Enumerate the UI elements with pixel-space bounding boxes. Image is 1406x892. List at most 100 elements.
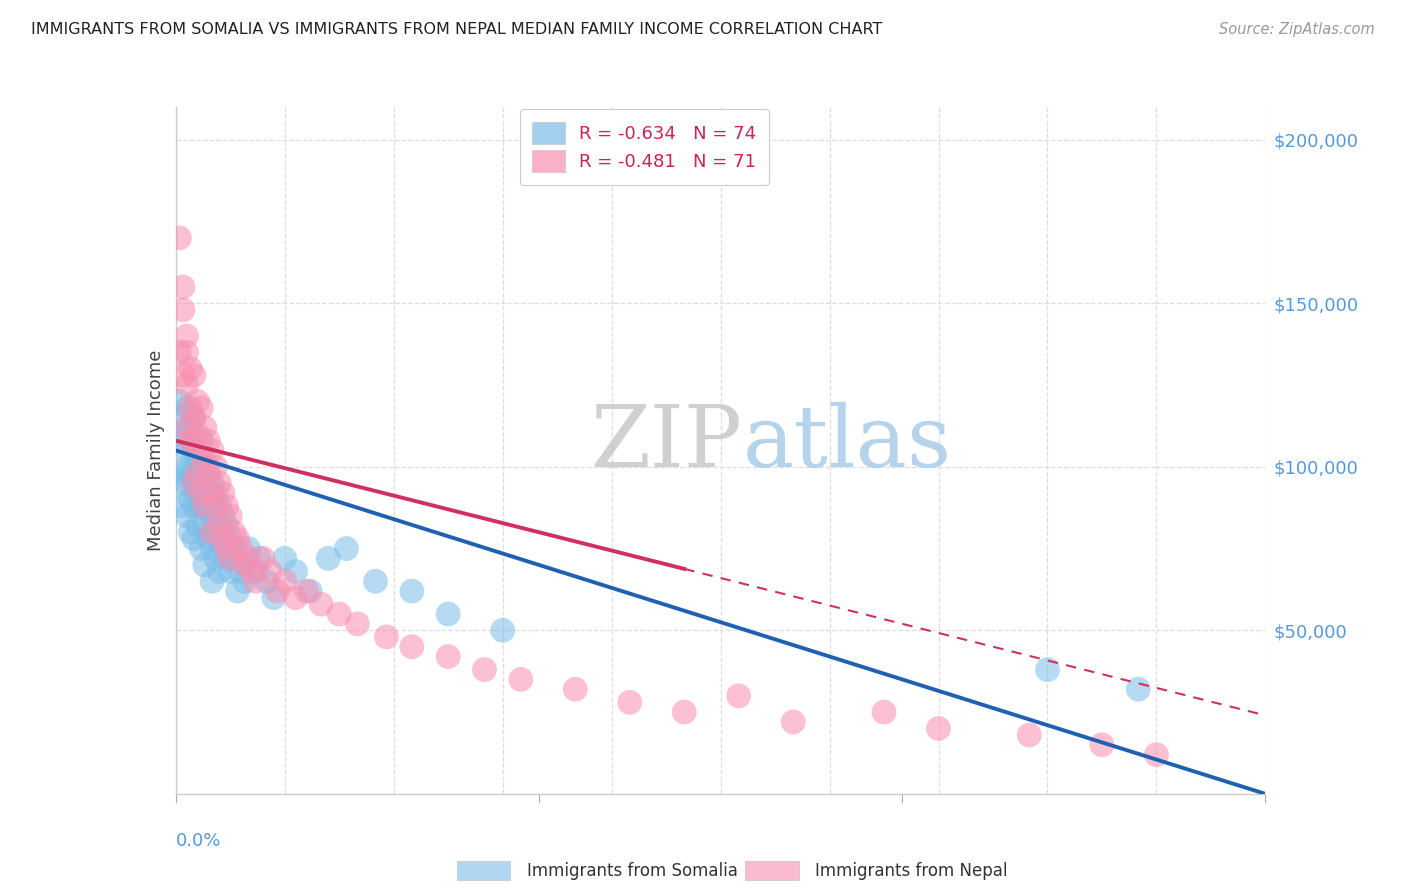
- Point: [245, 565, 267, 579]
- Point: [1018, 728, 1040, 742]
- Point: [212, 508, 235, 523]
- Point: [1146, 747, 1168, 762]
- Point: [197, 499, 219, 513]
- Point: [172, 499, 194, 513]
- Point: [194, 459, 217, 474]
- Text: atlas: atlas: [742, 402, 952, 485]
- Point: [873, 705, 896, 719]
- Point: [186, 467, 209, 481]
- Point: [204, 459, 226, 474]
- Point: [215, 551, 238, 566]
- Point: [179, 525, 201, 540]
- Point: [222, 525, 245, 540]
- Point: [183, 410, 205, 425]
- Point: [212, 541, 235, 556]
- Point: [1128, 682, 1150, 697]
- Point: [259, 565, 281, 579]
- Point: [309, 597, 332, 611]
- Point: [186, 518, 209, 533]
- Point: [215, 518, 238, 533]
- Point: [176, 443, 198, 458]
- Point: [176, 459, 198, 474]
- Point: [194, 558, 217, 572]
- Point: [169, 345, 191, 359]
- Y-axis label: Median Family Income: Median Family Income: [146, 350, 165, 551]
- Point: [169, 394, 191, 409]
- Point: [219, 532, 242, 546]
- Point: [274, 551, 297, 566]
- Text: ZIP: ZIP: [591, 402, 742, 485]
- Point: [401, 584, 423, 599]
- Point: [231, 541, 253, 556]
- Point: [619, 695, 641, 709]
- Point: [231, 565, 253, 579]
- Point: [274, 574, 297, 589]
- Point: [222, 541, 245, 556]
- Text: Immigrants from Somalia: Immigrants from Somalia: [527, 862, 738, 880]
- Point: [1091, 738, 1114, 752]
- Point: [172, 302, 194, 317]
- Point: [295, 584, 318, 599]
- Point: [437, 649, 460, 664]
- Point: [208, 518, 231, 533]
- Point: [256, 574, 278, 589]
- Point: [183, 476, 205, 491]
- Point: [194, 453, 217, 467]
- Point: [219, 551, 242, 566]
- Text: 0.0%: 0.0%: [176, 831, 221, 850]
- Point: [208, 499, 231, 513]
- Text: IMMIGRANTS FROM SOMALIA VS IMMIGRANTS FROM NEPAL MEDIAN FAMILY INCOME CORRELATIO: IMMIGRANTS FROM SOMALIA VS IMMIGRANTS FR…: [31, 22, 883, 37]
- Point: [183, 410, 205, 425]
- Point: [509, 673, 531, 687]
- Point: [208, 532, 231, 546]
- Point: [401, 640, 423, 654]
- Point: [226, 551, 249, 566]
- Point: [673, 705, 696, 719]
- Point: [201, 486, 224, 500]
- Point: [169, 476, 191, 491]
- Point: [190, 443, 212, 458]
- Point: [186, 467, 209, 481]
- Point: [179, 434, 201, 448]
- Point: [186, 394, 209, 409]
- Point: [226, 532, 249, 546]
- Point: [201, 574, 224, 589]
- Point: [194, 499, 217, 513]
- Point: [176, 401, 198, 415]
- Point: [183, 368, 205, 383]
- Point: [201, 525, 224, 540]
- Point: [284, 591, 307, 605]
- Point: [179, 420, 201, 434]
- Point: [172, 280, 194, 294]
- Point: [375, 630, 398, 644]
- Point: [219, 565, 242, 579]
- Point: [190, 476, 212, 491]
- Point: [186, 486, 209, 500]
- Point: [186, 427, 209, 442]
- Point: [219, 508, 242, 523]
- Point: [186, 453, 209, 467]
- Point: [212, 532, 235, 546]
- Text: Source: ZipAtlas.com: Source: ZipAtlas.com: [1219, 22, 1375, 37]
- Point: [179, 401, 201, 415]
- Point: [204, 486, 226, 500]
- Point: [204, 518, 226, 533]
- Point: [928, 722, 950, 736]
- Point: [245, 574, 267, 589]
- Point: [284, 565, 307, 579]
- Point: [183, 476, 205, 491]
- Point: [176, 476, 198, 491]
- Point: [263, 591, 285, 605]
- Legend: R = -0.634   N = 74, R = -0.481   N = 71: R = -0.634 N = 74, R = -0.481 N = 71: [520, 109, 769, 185]
- Point: [233, 574, 256, 589]
- Point: [201, 476, 224, 491]
- Point: [233, 558, 256, 572]
- Point: [190, 434, 212, 448]
- Point: [437, 607, 460, 621]
- Point: [197, 467, 219, 481]
- Point: [169, 231, 191, 245]
- Point: [318, 551, 340, 566]
- Point: [727, 689, 749, 703]
- Point: [197, 434, 219, 448]
- Point: [201, 508, 224, 523]
